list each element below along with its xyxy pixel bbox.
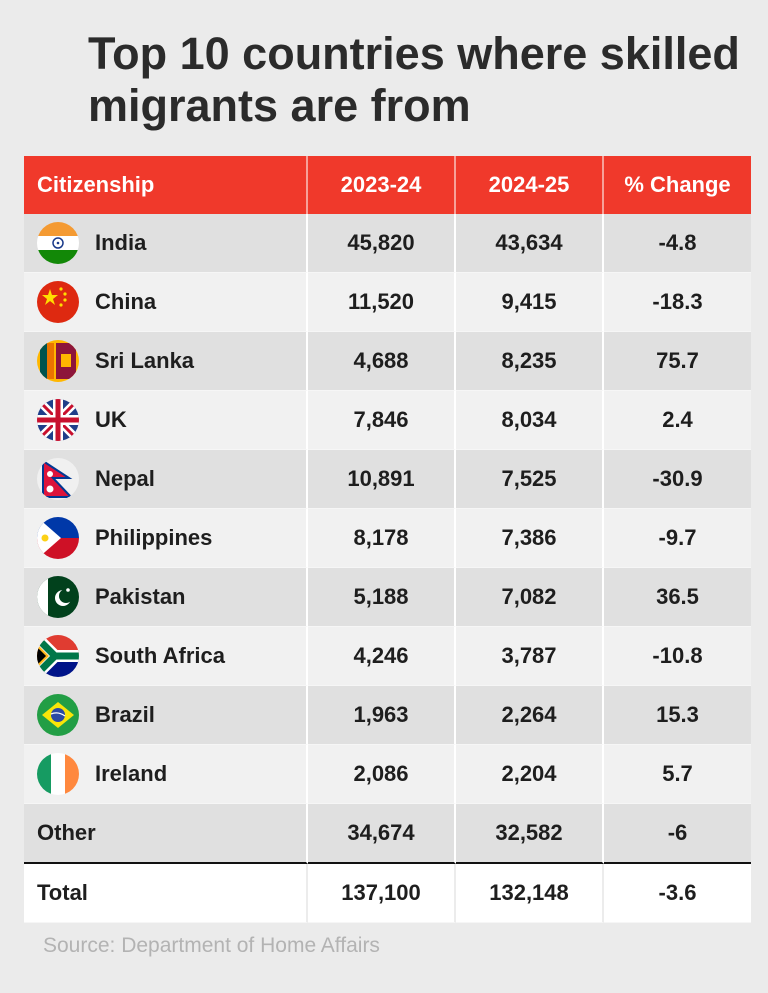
table-row: China 11,520 9,415 -18.3: [24, 273, 751, 332]
table-header-row: Citizenship 2023-24 2024-25 % Change: [24, 156, 751, 214]
citizenship-cell: UK: [24, 391, 308, 450]
value-percent-change: -4.8: [604, 214, 751, 273]
header-2024-25: 2024-25: [456, 156, 604, 214]
citizenship-wrap: Nepal: [37, 458, 306, 500]
value-2023-24: 4,246: [308, 627, 456, 686]
citizenship-wrap: Philippines: [37, 517, 306, 559]
citizenship-wrap: India: [37, 222, 306, 264]
value-percent-change: 5.7: [604, 745, 751, 804]
value-percent-change: 36.5: [604, 568, 751, 627]
value-percent-change: -9.7: [604, 509, 751, 568]
value-percent-change: 15.3: [604, 686, 751, 745]
citizenship-wrap: South Africa: [37, 635, 306, 677]
value-2024-25: 43,634: [456, 214, 604, 273]
value-2024-25: 8,235: [456, 332, 604, 391]
page-title: Top 10 countries where skilled migrants …: [88, 28, 740, 131]
value-percent-change: -18.3: [604, 273, 751, 332]
value-2024-25: 3,787: [456, 627, 604, 686]
value-2024-25: 7,386: [456, 509, 604, 568]
value-2024-25: 9,415: [456, 273, 604, 332]
sri-lanka-flag-icon: [37, 340, 79, 382]
citizenship-cell: Pakistan: [24, 568, 308, 627]
source-note: Source: Department of Home Affairs: [43, 934, 380, 957]
country-name: Sri Lanka: [95, 348, 195, 373]
table-row: Nepal 10,891 7,525 -30.9: [24, 450, 751, 509]
ireland-flag-icon: [37, 753, 79, 795]
header-citizenship: Citizenship: [24, 156, 308, 214]
table-row: South Africa 4,246 3,787 -10.8: [24, 627, 751, 686]
uk-flag-icon: [37, 399, 79, 441]
nepal-flag-icon: [37, 458, 79, 500]
brazil-flag-icon: [37, 694, 79, 736]
value-2023-24: 45,820: [308, 214, 456, 273]
value-2024-25: 7,082: [456, 568, 604, 627]
value-percent-change: 2.4: [604, 391, 751, 450]
country-name: Pakistan: [95, 584, 186, 609]
value-2024-25: 8,034: [456, 391, 604, 450]
value-percent-change: -3.6: [604, 864, 751, 923]
value-percent-change: -6: [604, 804, 751, 864]
value-percent-change: -30.9: [604, 450, 751, 509]
china-flag-icon: [37, 281, 79, 323]
india-flag-icon: [37, 222, 79, 264]
value-2024-25: 2,204: [456, 745, 604, 804]
citizenship-cell: Ireland: [24, 745, 308, 804]
header-2023-24: 2023-24: [308, 156, 456, 214]
value-2023-24: 4,688: [308, 332, 456, 391]
value-2023-24: 11,520: [308, 273, 456, 332]
country-name: Brazil: [95, 702, 155, 727]
table-row: Sri Lanka 4,688 8,235 75.7: [24, 332, 751, 391]
country-name: South Africa: [95, 643, 225, 668]
citizenship-cell: India: [24, 214, 308, 273]
value-2023-24: 2,086: [308, 745, 456, 804]
country-name: India: [95, 230, 147, 255]
value-2023-24: 34,674: [308, 804, 456, 864]
country-name: Other: [24, 804, 308, 864]
pakistan-flag-icon: [37, 576, 79, 618]
citizenship-wrap: UK: [37, 399, 306, 441]
table-row-other: Other 34,674 32,582 -6: [24, 804, 751, 864]
value-percent-change: 75.7: [604, 332, 751, 391]
country-name: Total: [24, 864, 308, 923]
citizenship-cell: South Africa: [24, 627, 308, 686]
table-row: Pakistan 5,188 7,082 36.5: [24, 568, 751, 627]
country-name: Ireland: [95, 761, 168, 786]
value-2024-25: 32,582: [456, 804, 604, 864]
value-2024-25: 7,525: [456, 450, 604, 509]
country-name: Philippines: [95, 525, 213, 550]
value-2023-24: 1,963: [308, 686, 456, 745]
table-row: Ireland 2,086 2,204 5.7: [24, 745, 751, 804]
citizenship-cell: China: [24, 273, 308, 332]
table-row-total: Total 137,100 132,148 -3.6: [24, 864, 751, 923]
value-2024-25: 132,148: [456, 864, 604, 923]
header-percent-change: % Change: [604, 156, 751, 214]
citizenship-cell: Nepal: [24, 450, 308, 509]
value-percent-change: -10.8: [604, 627, 751, 686]
country-name: China: [95, 289, 157, 314]
table-row: Brazil 1,963 2,264 15.3: [24, 686, 751, 745]
value-2024-25: 2,264: [456, 686, 604, 745]
philippines-flag-icon: [37, 517, 79, 559]
value-2023-24: 10,891: [308, 450, 456, 509]
country-name: Nepal: [95, 466, 155, 491]
migrants-table: Citizenship 2023-24 2024-25 % Change Ind…: [24, 156, 751, 923]
citizenship-wrap: Pakistan: [37, 576, 306, 618]
value-2023-24: 5,188: [308, 568, 456, 627]
citizenship-cell: Brazil: [24, 686, 308, 745]
citizenship-wrap: Sri Lanka: [37, 340, 306, 382]
citizenship-wrap: Ireland: [37, 753, 306, 795]
value-2023-24: 8,178: [308, 509, 456, 568]
citizenship-wrap: China: [37, 281, 306, 323]
citizenship-cell: Sri Lanka: [24, 332, 308, 391]
value-2023-24: 137,100: [308, 864, 456, 923]
south-africa-flag-icon: [37, 635, 79, 677]
table-row: India 45,820 43,634 -4.8: [24, 214, 751, 273]
citizenship-cell: Philippines: [24, 509, 308, 568]
value-2023-24: 7,846: [308, 391, 456, 450]
citizenship-wrap: Brazil: [37, 694, 306, 736]
table-row: UK 7,846 8,034 2.4: [24, 391, 751, 450]
table-row: Philippines 8,178 7,386 -9.7: [24, 509, 751, 568]
country-name: UK: [95, 407, 127, 432]
